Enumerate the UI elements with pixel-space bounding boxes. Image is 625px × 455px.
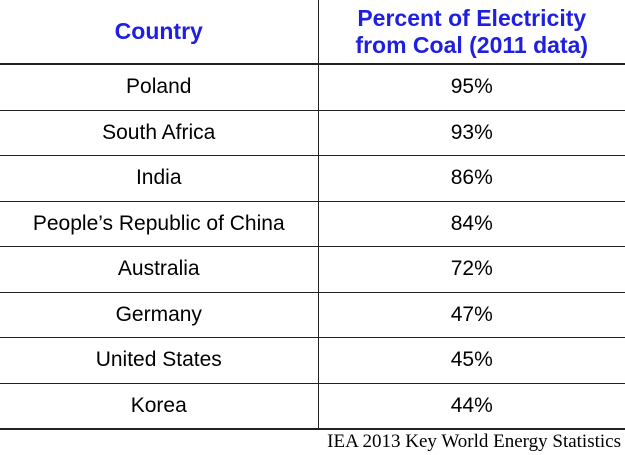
table-row: Australia 72% [0, 246, 625, 292]
coal-electricity-table-container: Country Percent of Electricity from Coal… [0, 0, 625, 430]
percent-cell: 95% [450, 75, 493, 99]
header-row: Country Percent of Electricity from Coal… [0, 0, 625, 65]
source-citation: IEA 2013 Key World Energy Statistics [327, 431, 621, 452]
percent-cell: 84% [318, 200, 625, 247]
country-cell: People’s Republic of China [0, 200, 319, 247]
table-row: Germany 47% [0, 291, 625, 338]
country-cell: India [0, 155, 319, 201]
country-cell: United States [0, 337, 319, 383]
country-cell: Australia [0, 246, 319, 292]
country-cell: South Africa [0, 109, 319, 156]
country-cell: Poland [0, 64, 319, 110]
header-country: Country [0, 0, 319, 65]
table-row: South Africa 93% [0, 109, 625, 156]
percent-cell: 47% [318, 291, 625, 338]
coal-electricity-table: Country Percent of Electricity from Coal… [0, 0, 625, 430]
percent-cell: 86% [318, 155, 625, 201]
table-row: United States 45% [0, 337, 625, 383]
percent-cell: 44% [318, 382, 625, 430]
country-cell: Germany [0, 291, 319, 338]
table-row: Korea 44% [0, 382, 625, 430]
country-cell: Korea [0, 382, 319, 430]
percent-cell: 45% [318, 337, 625, 383]
table-row: India 86% [0, 155, 625, 201]
table-row: Poland 95% [0, 64, 625, 110]
percent-cell: 93% [318, 109, 625, 156]
header-percent: Percent of Electricity from Coal (2011 d… [318, 0, 625, 65]
table-row: People’s Republic of China 84% [0, 200, 625, 247]
percent-cell: 72% [318, 246, 625, 292]
